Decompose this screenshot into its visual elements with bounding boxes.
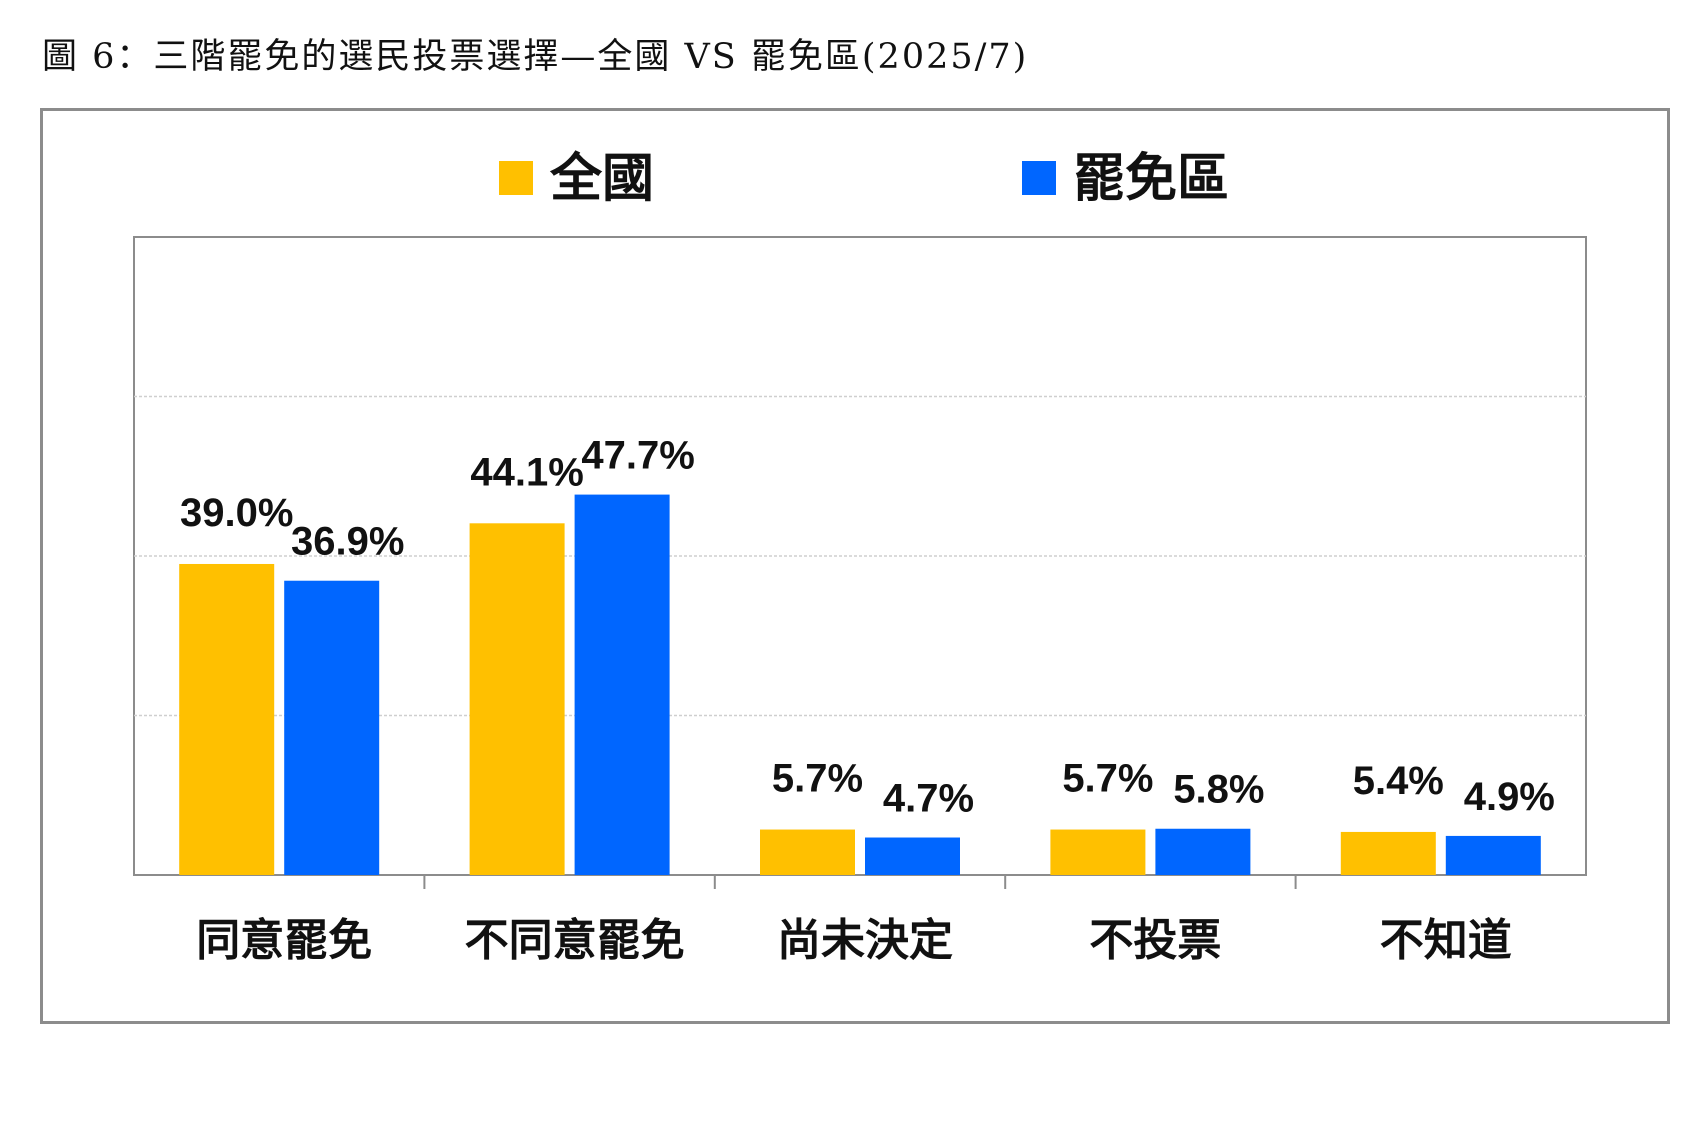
legend-swatch-national xyxy=(499,161,533,195)
bar-recall-district-0 xyxy=(284,580,380,875)
category-label-1: 不同意罷免 xyxy=(465,915,685,966)
data-label-recall-district-3: 5.8% xyxy=(1173,768,1264,812)
chart-frame xyxy=(40,108,1670,1024)
bar-national-2 xyxy=(760,829,855,875)
data-label-national-0: 39.0% xyxy=(180,491,293,535)
category-label-3: 不投票 xyxy=(1089,915,1221,966)
bar-recall-district-1 xyxy=(574,494,670,875)
figure-title: 圖 6：三階罷免的選民投票選擇—全國 VS 罷免區(2025/7) xyxy=(42,37,1029,77)
bar-recall-district-2 xyxy=(865,837,960,875)
legend-swatch-recall-district xyxy=(1022,161,1056,195)
category-label-2: 尚未決定 xyxy=(777,915,953,966)
data-label-national-1: 44.1% xyxy=(470,450,583,494)
data-label-recall-district-0: 36.9% xyxy=(291,520,404,564)
bar-recall-district-4 xyxy=(1445,835,1541,875)
data-label-recall-district-2: 4.7% xyxy=(883,777,974,821)
category-label-0: 同意罷免 xyxy=(196,915,372,966)
data-label-recall-district-1: 47.7% xyxy=(581,434,694,478)
data-label-national-2: 5.7% xyxy=(772,757,863,801)
data-label-recall-district-4: 4.9% xyxy=(1464,775,1555,819)
data-label-national-4: 5.4% xyxy=(1353,759,1444,803)
legend-label-recall-district: 罷免區 xyxy=(1073,149,1229,209)
bar-national-4 xyxy=(1340,831,1436,875)
legend-label-national: 全國 xyxy=(549,149,654,209)
bar-national-0 xyxy=(179,563,275,875)
bar-national-1 xyxy=(469,523,565,875)
bar-national-3 xyxy=(1050,829,1146,875)
data-label-national-3: 5.7% xyxy=(1062,757,1153,801)
bar-recall-district-3 xyxy=(1155,828,1251,875)
category-label-4: 不知道 xyxy=(1380,915,1512,966)
